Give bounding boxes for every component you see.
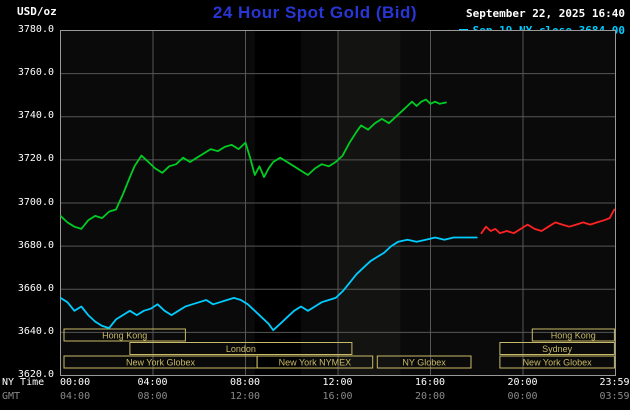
y-axis-tick: 3740.0 bbox=[17, 110, 54, 122]
session-box bbox=[129, 342, 353, 355]
chart-timestamp: September 22, 2025 16:40 bbox=[466, 7, 625, 20]
x-axis-tick-ny: 16:00 bbox=[414, 377, 446, 388]
x-axis-tick-gmt: 16:00 bbox=[322, 391, 353, 402]
x-axis-tick-ny: 20:00 bbox=[507, 377, 538, 388]
session-box bbox=[63, 328, 186, 342]
session-label: New York Globex bbox=[523, 358, 593, 368]
session-label: New York Globex bbox=[126, 358, 196, 368]
session-label: Sydney bbox=[542, 344, 573, 354]
session-label: New York NYMEX bbox=[279, 358, 352, 368]
session-label: NY Globex bbox=[402, 358, 446, 368]
price-line bbox=[60, 98, 447, 230]
plot-frame bbox=[60, 30, 616, 376]
x-axis-tick-ny: 00:00 bbox=[60, 377, 91, 388]
price-line bbox=[480, 208, 616, 235]
session-label: Hong Kong bbox=[102, 331, 147, 341]
x-axis-tick-gmt: 12:00 bbox=[229, 391, 261, 402]
y-axis-units-label: USD/oz bbox=[17, 5, 57, 18]
y-axis-tick: 3620.0 bbox=[17, 369, 54, 380]
session-box bbox=[499, 355, 615, 369]
y-axis-tick: 3760.0 bbox=[17, 67, 54, 79]
session-box bbox=[256, 355, 374, 369]
x-axis-tick-gmt: 08:00 bbox=[137, 391, 168, 402]
y-axis-tick: 3660.0 bbox=[17, 282, 54, 294]
x-axis-tick-gmt: 04:00 bbox=[60, 391, 91, 402]
session-box bbox=[499, 342, 615, 355]
y-axis-tick: 3680.0 bbox=[17, 239, 54, 251]
x-axis-tick-ny: 04:00 bbox=[137, 377, 168, 388]
x-axis-tick-ny: 23:59 bbox=[599, 377, 630, 388]
y-axis-tick: 3780.0 bbox=[17, 24, 54, 35]
x-axis-tick-gmt: 00:00 bbox=[507, 391, 538, 402]
gmt-axis-label: GMT bbox=[2, 391, 21, 402]
session-box bbox=[531, 328, 615, 342]
y-axis: 3780.0 3760.0 3740.0 3720.0 3700.0 3680.0 3660… bbox=[0, 0, 56, 410]
x-axis-tick-gmt: 03:59 bbox=[599, 391, 630, 402]
y-axis-tick: 3700.0 bbox=[17, 196, 54, 208]
y-axis-tick: 3720.0 bbox=[17, 153, 54, 165]
ny-time-axis-label: NY Time bbox=[2, 377, 45, 388]
x-axis-gmt: 04:00 08:00 12:00 16:00 20:00 00:00 03:59 bbox=[0, 391, 630, 403]
session-box bbox=[376, 355, 472, 369]
session-label: Hong Kong bbox=[551, 331, 596, 341]
session-label: London bbox=[226, 344, 256, 354]
y-axis-tick: 3640.0 bbox=[17, 325, 54, 337]
page-title: 24 Hour Spot Gold (Bid) bbox=[212, 3, 418, 22]
x-axis-tick-gmt: 20:00 bbox=[414, 391, 446, 402]
x-axis-ny: 00:00 04:00 08:00 12:00 16:00 20:00 23:59 bbox=[0, 377, 630, 389]
x-axis-tick-ny: 12:00 bbox=[322, 377, 353, 388]
price-line bbox=[60, 236, 478, 332]
plot-area: Hong Kong Hong Kong London Sydney New York G… bbox=[60, 30, 616, 376]
x-axis-tick-ny: 08:00 bbox=[229, 377, 261, 388]
